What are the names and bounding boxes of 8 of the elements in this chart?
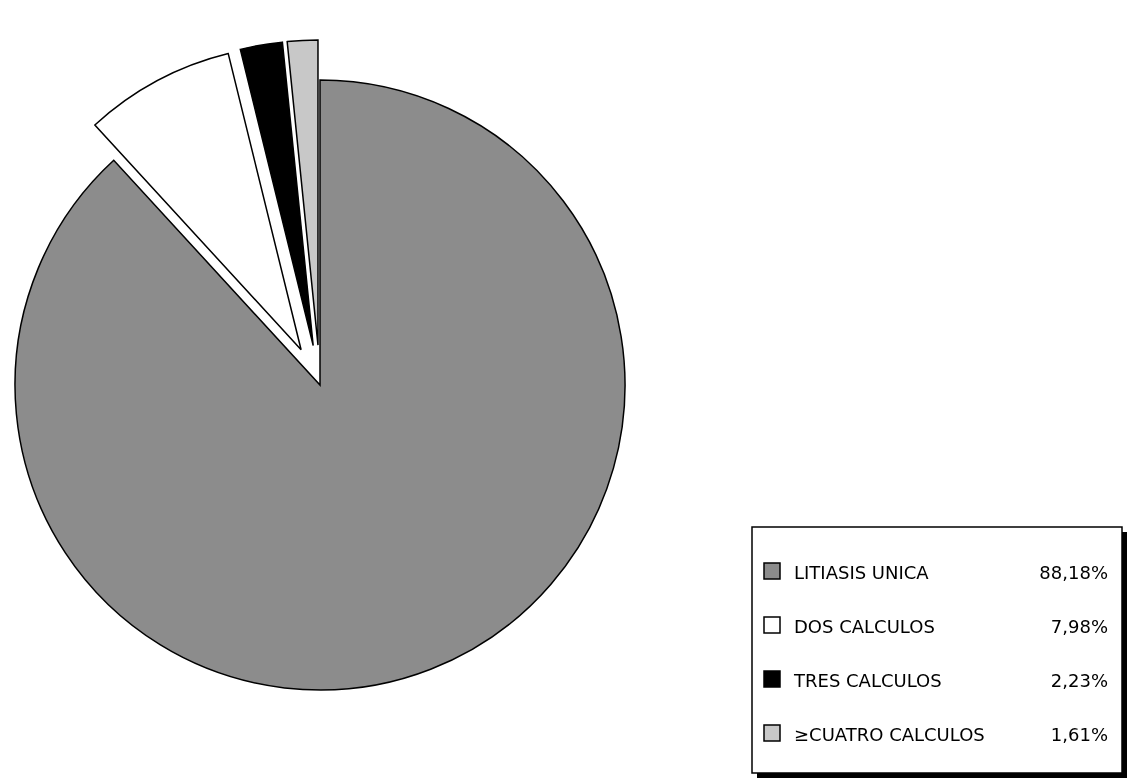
data-label: 7,98%: [1050, 616, 1108, 637]
legend-label: TRES CALCULOS: [793, 670, 942, 691]
legend-label: LITIASIS UNICA: [794, 562, 930, 583]
data-label: 88,18%: [1039, 562, 1108, 583]
legend-label: ≥CUATRO CALCULOS: [794, 724, 985, 745]
legend-label: DOS CALCULOS: [794, 616, 935, 637]
data-label: 2,23%: [1050, 670, 1108, 691]
data-label: 1,61%: [1050, 724, 1108, 745]
